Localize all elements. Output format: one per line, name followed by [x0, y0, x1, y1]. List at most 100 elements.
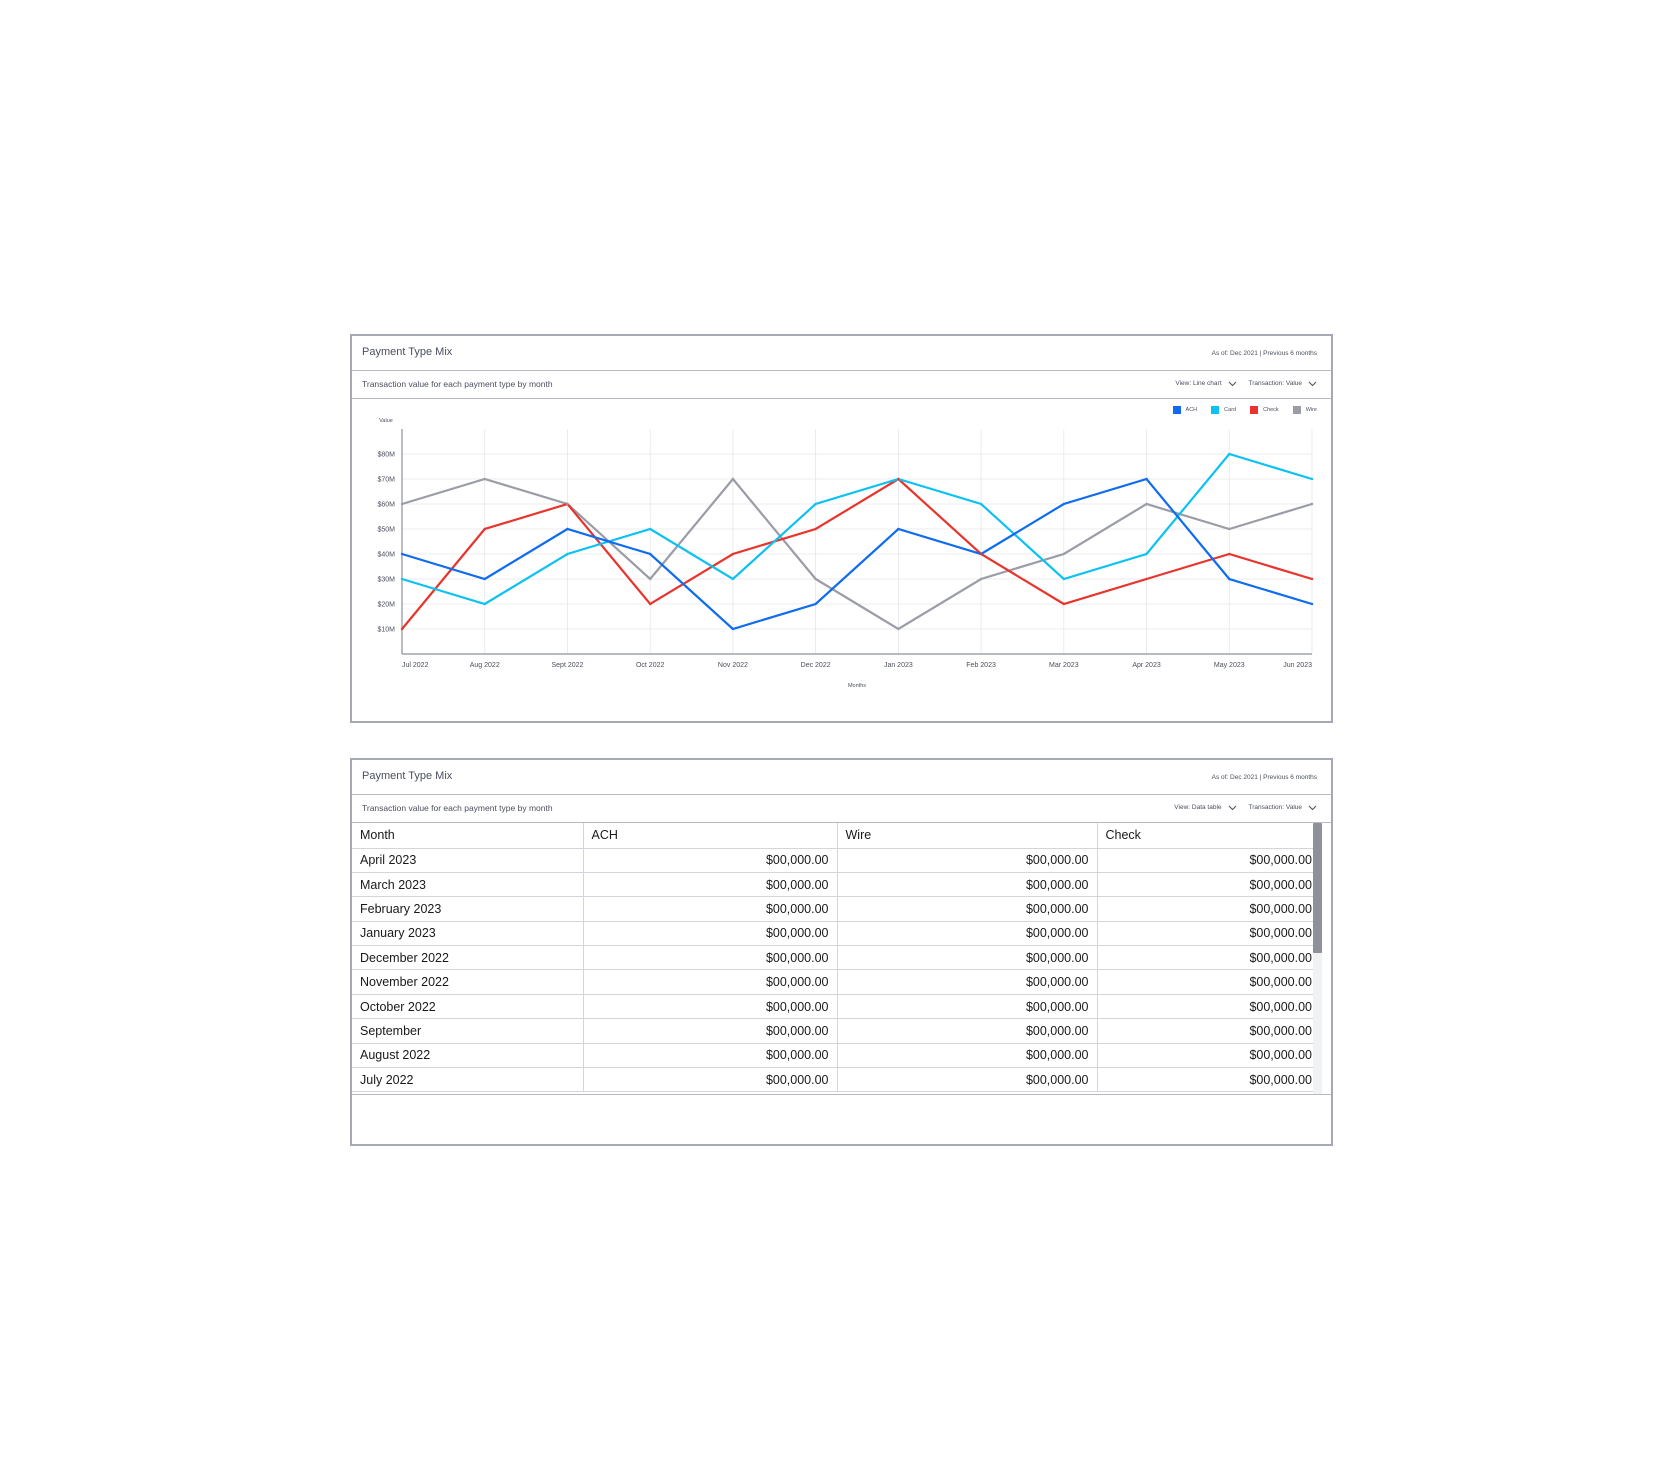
series-line-card[interactable]: [401, 452, 1313, 606]
data-point-ach[interactable]: [1228, 577, 1231, 581]
data-point-card[interactable]: [648, 527, 652, 531]
data-point-wire[interactable]: [566, 502, 569, 506]
data-point-ach[interactable]: [400, 552, 404, 556]
legend-item-card[interactable]: Card: [1211, 406, 1236, 414]
data-point-card[interactable]: [1062, 577, 1066, 581]
data-point-wire[interactable]: [897, 627, 900, 631]
cell-ach: $00,000.00: [583, 921, 838, 947]
x-axis-label: Months: [848, 683, 866, 689]
data-point-card[interactable]: [731, 577, 735, 581]
data-point-wire[interactable]: [1310, 502, 1314, 506]
data-point-card[interactable]: [1228, 452, 1231, 456]
data-point-wire[interactable]: [814, 577, 817, 581]
data-point-card[interactable]: [1310, 477, 1314, 481]
data-point-ach[interactable]: [731, 627, 735, 631]
transaction-dropdown-label: Transaction: Value: [1248, 804, 1302, 811]
chevron-down-icon: [1308, 805, 1317, 810]
view-dropdown[interactable]: View: Data table: [1174, 804, 1236, 811]
column-header-check[interactable]: Check: [1097, 823, 1320, 849]
cell-wire: $00,000.00: [837, 921, 1098, 947]
data-point-wire[interactable]: [979, 577, 983, 581]
data-point-check[interactable]: [1228, 552, 1231, 556]
chart-as-of: As of: Dec 2021 | Previous 6 months: [1211, 350, 1317, 357]
data-point-ach[interactable]: [897, 527, 900, 531]
cell-month: October 2022: [352, 994, 584, 1020]
data-point-check[interactable]: [1062, 602, 1066, 606]
table-header-row: Month ACH Wire Check: [352, 823, 1320, 849]
x-tick-label: May 2023: [1214, 662, 1245, 669]
cell-check: $00,000.00: [1097, 848, 1320, 873]
table-row: October 2022 $00,000.00 $00,000.00 $00,000.…: [352, 994, 1320, 1020]
y-tick-label: $30M: [377, 577, 395, 584]
chart-card-header: Payment Type Mix As of: Dec 2021 | Previ…: [352, 336, 1331, 371]
data-point-check[interactable]: [814, 527, 817, 531]
data-point-check[interactable]: [648, 602, 652, 606]
cell-wire: $00,000.00: [837, 1067, 1098, 1093]
chart-card-subheader: Transaction value for each payment type …: [352, 371, 1331, 399]
data-point-ach[interactable]: [566, 527, 569, 531]
data-point-card[interactable]: [1145, 552, 1148, 556]
cell-ach: $00,000.00: [583, 945, 838, 971]
cell-check: $00,000.00: [1097, 1067, 1320, 1093]
data-point-wire[interactable]: [483, 477, 486, 481]
table-scrollbar[interactable]: [1313, 823, 1322, 1094]
data-point-card[interactable]: [979, 502, 983, 506]
data-point-ach[interactable]: [483, 577, 486, 581]
table-row: August 2022 $00,000.00 $00,000.00 $00,000.0…: [352, 1043, 1320, 1069]
data-point-wire[interactable]: [648, 577, 652, 581]
data-point-check[interactable]: [731, 552, 735, 556]
data-point-ach[interactable]: [648, 552, 652, 556]
column-header-month[interactable]: Month: [352, 823, 584, 849]
data-point-wire[interactable]: [1145, 502, 1148, 506]
data-point-wire[interactable]: [400, 502, 404, 506]
column-header-ach[interactable]: ACH: [583, 823, 838, 849]
data-point-ach[interactable]: [1310, 602, 1314, 606]
view-dropdown[interactable]: View: Line chart: [1175, 380, 1236, 387]
cell-check: $00,000.00: [1097, 896, 1320, 922]
data-point-check[interactable]: [483, 527, 486, 531]
data-point-card[interactable]: [566, 552, 569, 556]
data-point-ach[interactable]: [814, 602, 817, 606]
table-row: September $00,000.00 $00,000.00 $00,000.00: [352, 1018, 1320, 1044]
legend-item-ach[interactable]: ACH: [1172, 406, 1197, 414]
transaction-dropdown[interactable]: Transaction: Value: [1249, 804, 1317, 811]
legend-item-check[interactable]: Check: [1250, 406, 1279, 414]
cell-check: $00,000.00: [1097, 994, 1320, 1020]
data-point-wire[interactable]: [731, 477, 735, 481]
table-row: January 2023 $00,000.00 $00,000.00 $00,000.…: [352, 921, 1320, 947]
cell-month: August 2022: [352, 1043, 584, 1069]
series-line-wire[interactable]: [401, 477, 1313, 631]
x-tick-label: Mar 2023: [1049, 662, 1079, 669]
column-header-wire[interactable]: Wire: [837, 823, 1098, 849]
data-table-scroll-area[interactable]: Month ACH Wire Check April 2023 $00,000.0…: [352, 823, 1331, 1094]
cell-wire: $00,000.00: [837, 1018, 1098, 1044]
chevron-down-icon: [1308, 381, 1317, 386]
x-tick-label: Feb 2023: [966, 662, 996, 669]
cell-month: September: [352, 1018, 584, 1044]
table-scrollbar-thumb[interactable]: [1313, 823, 1322, 953]
data-point-wire[interactable]: [1228, 527, 1231, 531]
data-point-wire[interactable]: [1062, 552, 1066, 556]
data-point-check[interactable]: [1310, 577, 1314, 581]
legend-swatch: [1172, 406, 1181, 414]
y-tick-label: $60M: [377, 502, 395, 509]
data-point-card[interactable]: [400, 577, 404, 581]
data-point-ach[interactable]: [1062, 502, 1066, 506]
series-line-ach[interactable]: [401, 477, 1313, 631]
legend-item-wire[interactable]: Wire: [1292, 406, 1317, 414]
data-point-check[interactable]: [400, 627, 404, 631]
table-row: April 2023 $00,000.00 $00,000.00 $00,000.00: [352, 848, 1320, 873]
data-point-check[interactable]: [979, 552, 983, 556]
data-point-card[interactable]: [814, 502, 817, 506]
data-point-ach[interactable]: [1145, 477, 1148, 481]
x-tick-label: Aug 2022: [470, 662, 500, 669]
data-point-card[interactable]: [483, 602, 486, 606]
transaction-dropdown[interactable]: Transaction: Value: [1249, 380, 1317, 387]
x-tick-label: Jul 2022: [402, 662, 429, 669]
data-point-check[interactable]: [1145, 577, 1148, 581]
x-tick-label: Nov 2022: [718, 662, 748, 669]
series-line-check[interactable]: [401, 477, 1313, 630]
legend-label: Wire: [1305, 407, 1317, 413]
table-footer: [352, 1094, 1331, 1145]
data-point-check[interactable]: [897, 477, 900, 481]
